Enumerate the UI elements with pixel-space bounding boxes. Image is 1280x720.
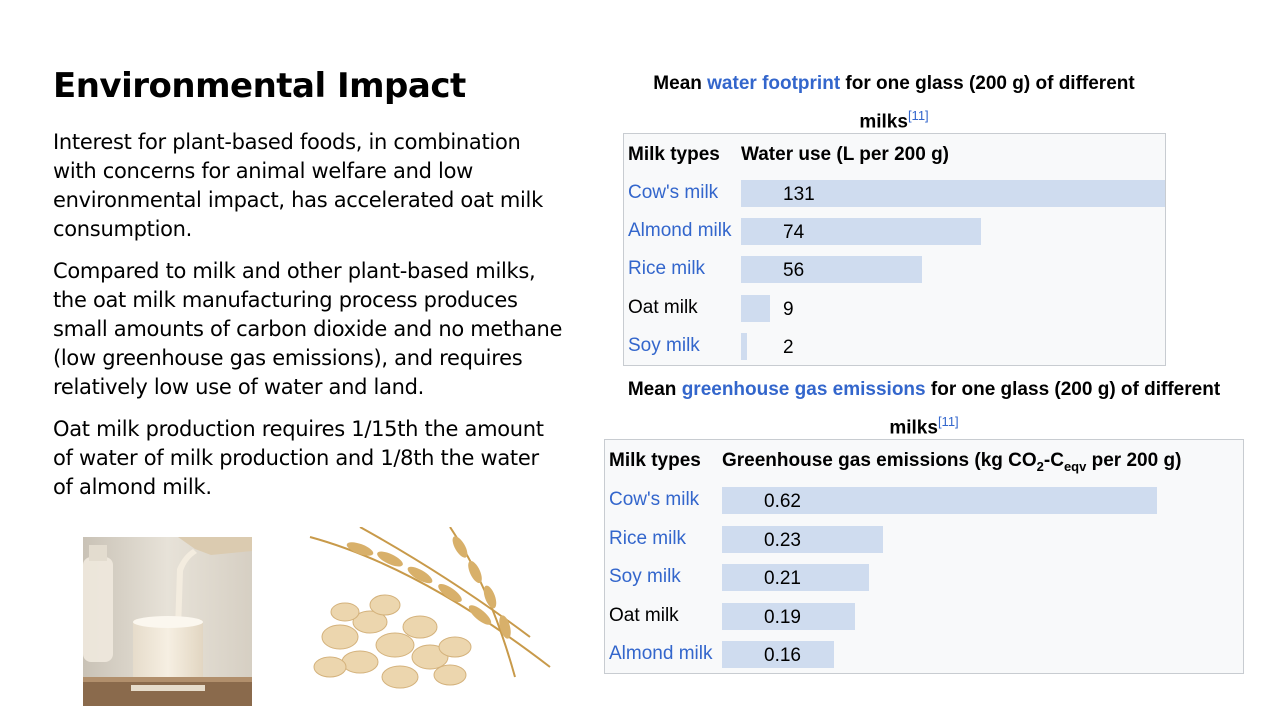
ghg-col-milk-types: Milk types <box>609 450 701 471</box>
ghg-category-label[interactable]: Almond milk <box>609 643 713 664</box>
water-bar <box>741 332 748 360</box>
body-text: Interest for plant-based foods, in combi… <box>53 128 563 515</box>
water-col-milk-types: Milk types <box>628 144 720 165</box>
water-footprint-chart: Milk types Water use (L per 200 g) Cow's… <box>623 133 1166 366</box>
water-row: Almond milk 74 <box>624 218 1165 256</box>
ghg-category-label[interactable]: Cow's milk <box>609 489 700 510</box>
water-row: Cow's milk 131 <box>624 180 1165 218</box>
water-bar <box>741 256 923 284</box>
ghg-bar <box>722 641 835 668</box>
paragraph-3: Oat milk production requires 1/15th the … <box>53 417 544 499</box>
ghg-row: Rice milk 0.23 <box>605 525 1243 564</box>
water-category-label[interactable]: Rice milk <box>628 258 706 280</box>
water-row: Oat milk 9 <box>624 294 1165 333</box>
ghg-row: Almond milk 0.16 <box>605 641 1243 679</box>
paragraph-1: Interest for plant-based foods, in combi… <box>53 130 543 241</box>
water-row: Soy milk 2 <box>624 332 1165 371</box>
water-value-label: 131 <box>783 184 815 205</box>
water-chart-caption: Mean water footprint for one glass (200 … <box>653 73 1135 133</box>
water-bar <box>741 294 771 322</box>
ghg-bar <box>722 525 884 553</box>
ghg-value-label: 0.23 <box>764 529 801 551</box>
ghg-bar <box>722 602 856 630</box>
ghg-value-label: 0.19 <box>764 606 801 628</box>
paragraph-2: Compared to milk and other plant-based m… <box>53 259 563 399</box>
water-value-label: 9 <box>783 298 794 320</box>
ghg-col-emissions: Greenhouse gas emissions (kg CO2-Ceqv pe… <box>722 450 1182 474</box>
ghg-row: Cow's milk 0.62 <box>605 487 1243 525</box>
ghg-category-label[interactable]: Soy milk <box>609 566 681 587</box>
oat-flakes-photo <box>300 527 560 695</box>
ghg-emissions-link[interactable]: greenhouse gas emissions <box>681 379 926 400</box>
water-bar <box>741 180 1165 207</box>
water-category-label: Oat milk <box>628 296 698 318</box>
ghg-bar <box>722 487 1157 514</box>
ghg-category-label[interactable]: Rice milk <box>609 527 687 549</box>
water-row: Rice milk 56 <box>624 256 1165 294</box>
ghg-value-label: 0.16 <box>764 645 801 666</box>
water-value-label: 2 <box>783 336 794 358</box>
water-footprint-link[interactable]: water footprint <box>707 73 841 94</box>
slide-title: Environmental Impact <box>53 66 466 106</box>
ghg-citation-link[interactable]: [11] <box>937 414 959 429</box>
ghg-emissions-chart: Milk types Greenhouse gas emissions (kg … <box>604 439 1244 674</box>
ghg-row: Soy milk 0.21 <box>605 564 1243 602</box>
ghg-value-label: 0.21 <box>764 568 801 589</box>
ghg-category-label: Oat milk <box>609 604 679 626</box>
water-col-water-use: Water use (L per 200 g) <box>741 144 950 165</box>
water-category-label[interactable]: Almond milk <box>628 220 732 242</box>
water-category-label[interactable]: Soy milk <box>628 334 700 356</box>
water-value-label: 56 <box>783 260 805 282</box>
water-bar <box>741 218 981 246</box>
ghg-chart-caption: Mean greenhouse gas emissions for one gl… <box>627 379 1221 439</box>
water-value-label: 74 <box>783 222 805 244</box>
water-citation-link[interactable]: [11] <box>907 108 929 123</box>
milk-pour-photo <box>83 537 252 706</box>
water-category-label[interactable]: Cow's milk <box>628 182 719 203</box>
ghg-value-label: 0.62 <box>764 491 801 512</box>
ghg-bar <box>722 564 870 591</box>
ghg-row: Oat milk 0.19 <box>605 602 1243 641</box>
